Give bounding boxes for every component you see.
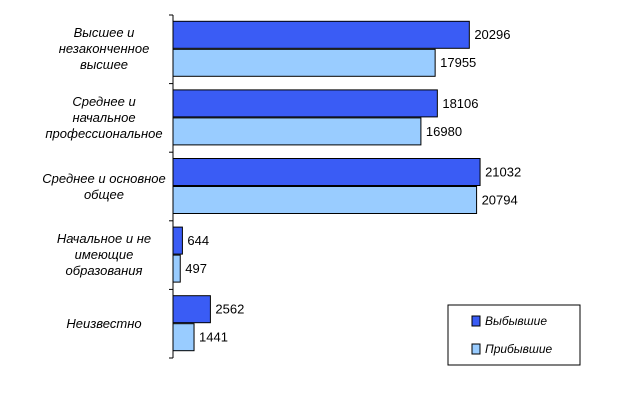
legend-label: Выбывшие	[485, 314, 547, 328]
legend-label: Прибывшие	[485, 342, 553, 356]
value-label: 21032	[485, 164, 521, 179]
category-label: Среднее и начальное профессиональное	[45, 93, 163, 141]
bar	[172, 89, 438, 118]
category-label: Высшее и незаконченное высшее	[58, 25, 150, 73]
value-label: 17955	[440, 55, 476, 70]
value-label: 1441	[199, 330, 228, 345]
legend-swatch	[471, 343, 481, 355]
value-label: 644	[187, 233, 209, 248]
bar	[172, 158, 481, 186]
value-label: 20296	[474, 27, 510, 42]
bar	[172, 117, 422, 146]
legend-box	[447, 304, 581, 366]
bar	[172, 20, 470, 49]
bar	[172, 186, 478, 214]
value-label: 497	[185, 261, 207, 276]
legend-swatch	[471, 315, 481, 327]
value-label: 18106	[442, 96, 478, 111]
category-label: Неизвестно	[66, 315, 142, 331]
bar	[172, 295, 211, 324]
category-label: Начальное и не имеющие образования	[56, 231, 152, 279]
bar	[172, 48, 436, 77]
category-label: Среднее и основное общее	[42, 170, 166, 202]
value-label: 20794	[482, 192, 518, 207]
value-label: 16980	[426, 124, 462, 139]
value-label: 2562	[215, 302, 244, 317]
